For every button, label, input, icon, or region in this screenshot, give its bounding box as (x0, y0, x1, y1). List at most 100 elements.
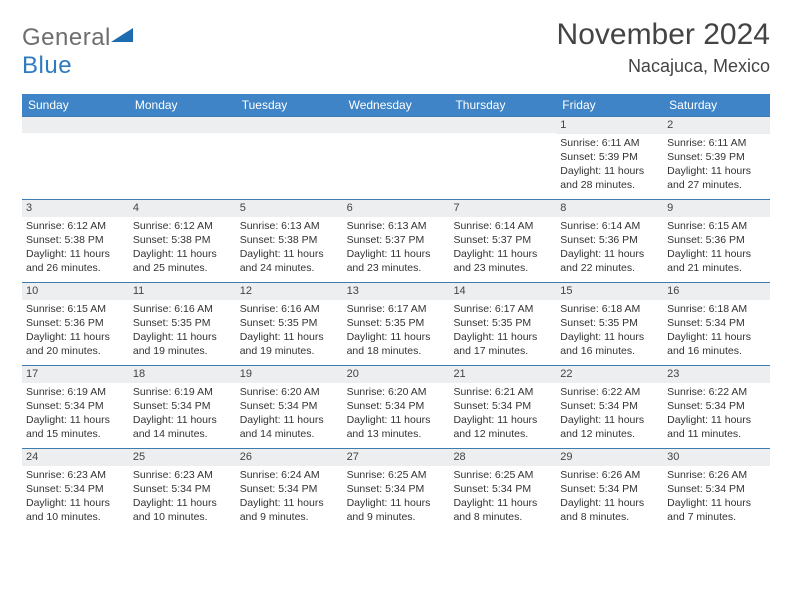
day-number (129, 117, 236, 133)
day-cell: 28Sunrise: 6:25 AMSunset: 5:34 PMDayligh… (449, 449, 556, 531)
week-row: 17Sunrise: 6:19 AMSunset: 5:34 PMDayligh… (22, 365, 770, 448)
month-title: November 2024 (557, 18, 770, 52)
day-number: 24 (22, 449, 129, 466)
day-info: Sunrise: 6:16 AMSunset: 5:35 PMDaylight:… (236, 300, 343, 365)
day-cell (343, 117, 450, 199)
day-number: 27 (343, 449, 450, 466)
daylight-text: Daylight: 11 hours and 16 minutes. (667, 330, 766, 358)
daylight-text: Daylight: 11 hours and 21 minutes. (667, 247, 766, 275)
day-number: 22 (556, 366, 663, 383)
sunrise-text: Sunrise: 6:24 AM (240, 468, 339, 482)
day-cell: 30Sunrise: 6:26 AMSunset: 5:34 PMDayligh… (663, 449, 770, 531)
sunrise-text: Sunrise: 6:19 AM (26, 385, 125, 399)
daylight-text: Daylight: 11 hours and 16 minutes. (560, 330, 659, 358)
day-number: 7 (449, 200, 556, 217)
daylight-text: Daylight: 11 hours and 25 minutes. (133, 247, 232, 275)
sunrise-text: Sunrise: 6:18 AM (667, 302, 766, 316)
sunset-text: Sunset: 5:34 PM (667, 482, 766, 496)
day-number: 25 (129, 449, 236, 466)
day-info: Sunrise: 6:13 AMSunset: 5:37 PMDaylight:… (343, 217, 450, 282)
sunset-text: Sunset: 5:35 PM (133, 316, 232, 330)
day-number: 19 (236, 366, 343, 383)
day-info: Sunrise: 6:15 AMSunset: 5:36 PMDaylight:… (663, 217, 770, 282)
weekday-header: Wednesday (343, 94, 450, 116)
daylight-text: Daylight: 11 hours and 14 minutes. (133, 413, 232, 441)
daylight-text: Daylight: 11 hours and 28 minutes. (560, 164, 659, 192)
day-number: 14 (449, 283, 556, 300)
daylight-text: Daylight: 11 hours and 10 minutes. (26, 496, 125, 524)
week-row: 10Sunrise: 6:15 AMSunset: 5:36 PMDayligh… (22, 282, 770, 365)
daylight-text: Daylight: 11 hours and 14 minutes. (240, 413, 339, 441)
sunset-text: Sunset: 5:38 PM (26, 233, 125, 247)
sunrise-text: Sunrise: 6:19 AM (133, 385, 232, 399)
sunset-text: Sunset: 5:34 PM (560, 399, 659, 413)
day-info: Sunrise: 6:18 AMSunset: 5:34 PMDaylight:… (663, 300, 770, 365)
day-cell: 12Sunrise: 6:16 AMSunset: 5:35 PMDayligh… (236, 283, 343, 365)
day-number: 23 (663, 366, 770, 383)
day-number: 30 (663, 449, 770, 466)
weekday-header: Monday (129, 94, 236, 116)
daylight-text: Daylight: 11 hours and 27 minutes. (667, 164, 766, 192)
sunrise-text: Sunrise: 6:11 AM (667, 136, 766, 150)
sunset-text: Sunset: 5:34 PM (26, 399, 125, 413)
day-number: 15 (556, 283, 663, 300)
daylight-text: Daylight: 11 hours and 11 minutes. (667, 413, 766, 441)
sunrise-text: Sunrise: 6:25 AM (453, 468, 552, 482)
sunset-text: Sunset: 5:34 PM (240, 482, 339, 496)
day-number: 17 (22, 366, 129, 383)
logo-word-gray: General (22, 24, 111, 51)
daylight-text: Daylight: 11 hours and 12 minutes. (453, 413, 552, 441)
title-block: November 2024 Nacajuca, Mexico (557, 18, 770, 77)
weekday-header: Tuesday (236, 94, 343, 116)
day-number: 26 (236, 449, 343, 466)
daylight-text: Daylight: 11 hours and 18 minutes. (347, 330, 446, 358)
sunrise-text: Sunrise: 6:23 AM (26, 468, 125, 482)
day-number (449, 117, 556, 133)
day-cell (129, 117, 236, 199)
weekday-header: Friday (556, 94, 663, 116)
day-cell: 24 Sunrise: 6:23 AMSunset: 5:34 PMDayligh… (22, 449, 129, 531)
day-cell: 1Sunrise: 6:11 AMSunset: 5:39 PMDaylight… (556, 117, 663, 199)
sunset-text: Sunset: 5:35 PM (560, 316, 659, 330)
daylight-text: Daylight: 11 hours and 8 minutes. (560, 496, 659, 524)
sunrise-text: Sunrise: 6:15 AM (667, 219, 766, 233)
day-cell: 23Sunrise: 6:22 AMSunset: 5:34 PMDayligh… (663, 366, 770, 448)
day-number (22, 117, 129, 133)
day-number: 3 (22, 200, 129, 217)
day-info: Sunrise: 6:22 AMSunset: 5:34 PMDaylight:… (556, 383, 663, 448)
daylight-text: Daylight: 11 hours and 20 minutes. (26, 330, 125, 358)
sunrise-text: Sunrise: 6:17 AM (347, 302, 446, 316)
day-cell: 25Sunrise: 6:23 AMSunset: 5:34 PMDayligh… (129, 449, 236, 531)
day-number: 21 (449, 366, 556, 383)
sunrise-text: Sunrise: 6:17 AM (453, 302, 552, 316)
sunrise-text: Sunrise: 6:12 AM (133, 219, 232, 233)
day-cell: 29Sunrise: 6:26 AMSunset: 5:34 PMDayligh… (556, 449, 663, 531)
weekday-header-row: Sunday Monday Tuesday Wednesday Thursday… (22, 94, 770, 116)
sunrise-text: Sunrise: 6:13 AM (347, 219, 446, 233)
day-cell (449, 117, 556, 199)
day-cell: 5Sunrise: 6:13 AMSunset: 5:38 PMDaylight… (236, 200, 343, 282)
week-row: 3Sunrise: 6:12 AMSunset: 5:38 PMDaylight… (22, 199, 770, 282)
daylight-text: Daylight: 11 hours and 22 minutes. (560, 247, 659, 275)
day-info: Sunrise: 6:12 AMSunset: 5:38 PMDaylight:… (22, 217, 129, 282)
sunset-text: Sunset: 5:36 PM (560, 233, 659, 247)
day-cell: 20Sunrise: 6:20 AMSunset: 5:34 PMDayligh… (343, 366, 450, 448)
day-cell: 17Sunrise: 6:19 AMSunset: 5:34 PMDayligh… (22, 366, 129, 448)
day-cell: 2Sunrise: 6:11 AMSunset: 5:39 PMDaylight… (663, 117, 770, 199)
sunrise-text: Sunrise: 6:23 AM (133, 468, 232, 482)
day-cell: 8Sunrise: 6:14 AMSunset: 5:36 PMDaylight… (556, 200, 663, 282)
daylight-text: Daylight: 11 hours and 23 minutes. (347, 247, 446, 275)
day-info: Sunrise: 6:22 AMSunset: 5:34 PMDaylight:… (663, 383, 770, 448)
day-number: 4 (129, 200, 236, 217)
sunset-text: Sunset: 5:34 PM (26, 482, 125, 496)
daylight-text: Daylight: 11 hours and 23 minutes. (453, 247, 552, 275)
day-number: 2 (663, 117, 770, 134)
day-info: Sunrise: 6:25 AMSunset: 5:34 PMDaylight:… (343, 466, 450, 531)
sunset-text: Sunset: 5:34 PM (560, 482, 659, 496)
day-number: 10 (22, 283, 129, 300)
day-cell: 7Sunrise: 6:14 AMSunset: 5:37 PMDaylight… (449, 200, 556, 282)
sunset-text: Sunset: 5:39 PM (560, 150, 659, 164)
day-info: Sunrise: 6:20 AMSunset: 5:34 PMDaylight:… (343, 383, 450, 448)
day-cell: 14Sunrise: 6:17 AMSunset: 5:35 PMDayligh… (449, 283, 556, 365)
sunset-text: Sunset: 5:34 PM (347, 399, 446, 413)
